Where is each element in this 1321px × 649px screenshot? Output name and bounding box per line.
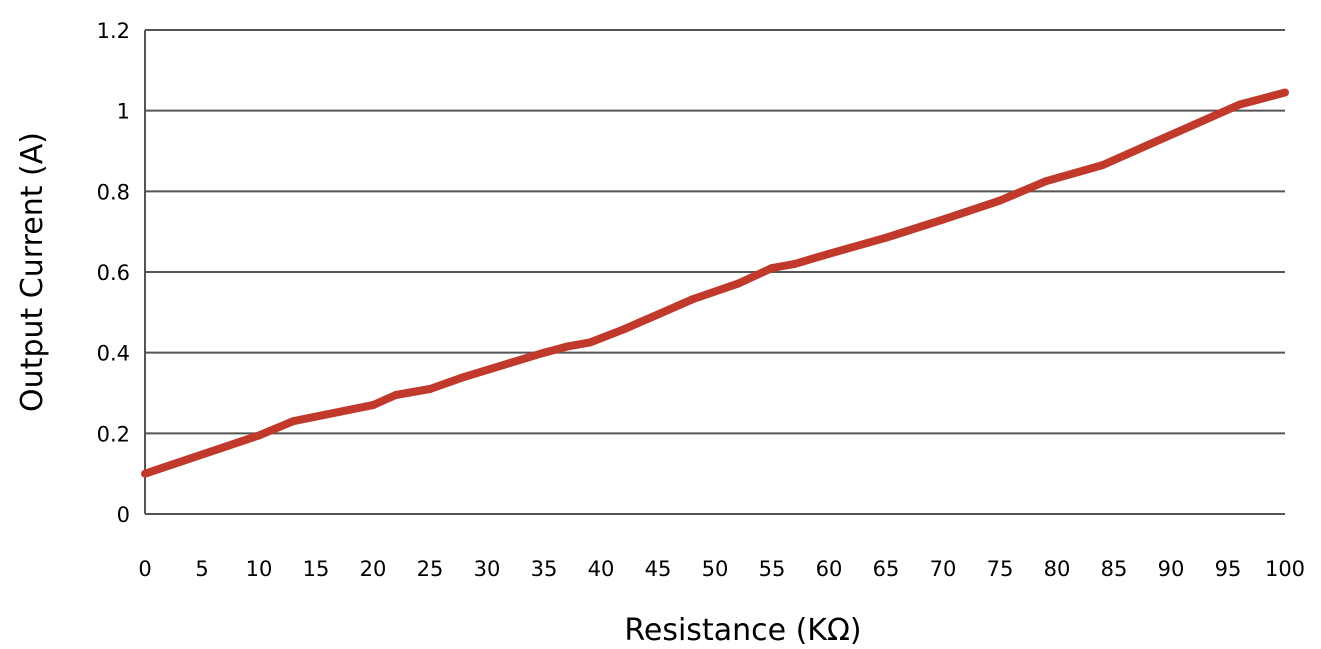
x-tick-label: 10 [246,557,273,581]
data-point [996,196,1004,205]
grid-lines [145,29,1285,435]
data-point [1041,177,1050,186]
data-point [585,338,594,347]
y-tick-label: 1 [117,100,130,124]
y-tick-label: 0.6 [97,261,130,285]
data-point [939,215,947,224]
data-point [688,295,697,304]
data-point [562,342,571,351]
data-point [1281,88,1289,97]
y-tick-labels: 0 0.2 0.4 0.6 0.8 1 1.2 [97,19,130,527]
data-point [391,391,400,399]
x-tick-label: 5 [195,557,208,581]
data-point [733,279,742,288]
series-group [141,88,1289,478]
data-point [426,385,434,393]
x-tick-label: 60 [816,557,843,581]
data-point [654,310,662,319]
x-tick-label: 15 [303,557,330,581]
x-tick-label: 20 [360,557,387,581]
x-tick-label: 50 [702,557,729,581]
x-tick-label: 95 [1215,557,1242,581]
x-axis-title: Resistance (KΩ) [624,613,861,648]
x-tick-label: 40 [588,557,615,581]
x-tick-label: 25 [417,557,444,581]
x-tick-label: 85 [1101,557,1128,581]
data-point [619,325,628,334]
data-point [1098,161,1107,170]
x-tick-label: 80 [1044,557,1071,581]
x-tick-label: 45 [645,557,672,581]
y-axis-title: Output Current (A) [15,132,50,412]
data-point [255,431,263,440]
y-tick-label: 0.4 [97,342,130,366]
x-tick-label: 65 [873,557,900,581]
y-tick-label: 0 [117,503,130,527]
y-tick-label: 0.2 [97,422,130,446]
data-point [825,249,833,258]
data-point [1235,100,1244,109]
x-tick-label: 30 [474,557,501,581]
y-tick-label: 0.8 [97,180,130,204]
axes [144,30,1285,515]
data-point [289,417,298,426]
x-tick-labels: 0 5 10 15 20 25 30 35 40 45 50 55 60 65 70 75 80 85 90 95 10… [138,557,1305,581]
x-tick-label: 55 [759,557,786,581]
x-tick-label: 75 [987,557,1014,581]
data-point [1189,120,1198,129]
data-point [460,372,469,381]
series-line [143,88,1287,478]
y-tick-label: 1.2 [97,19,130,43]
data-point [369,401,377,410]
x-tick-label: 90 [1158,557,1185,581]
data-point [768,264,776,272]
x-tick-label: 70 [930,557,957,581]
x-tick-label: 100 [1265,557,1305,581]
data-point [1144,140,1153,149]
data-point [540,348,548,357]
data-point [790,259,799,268]
data-point [141,469,149,478]
x-tick-label: 0 [138,557,151,581]
data-point [882,233,890,242]
x-tick-label: 35 [531,557,558,581]
